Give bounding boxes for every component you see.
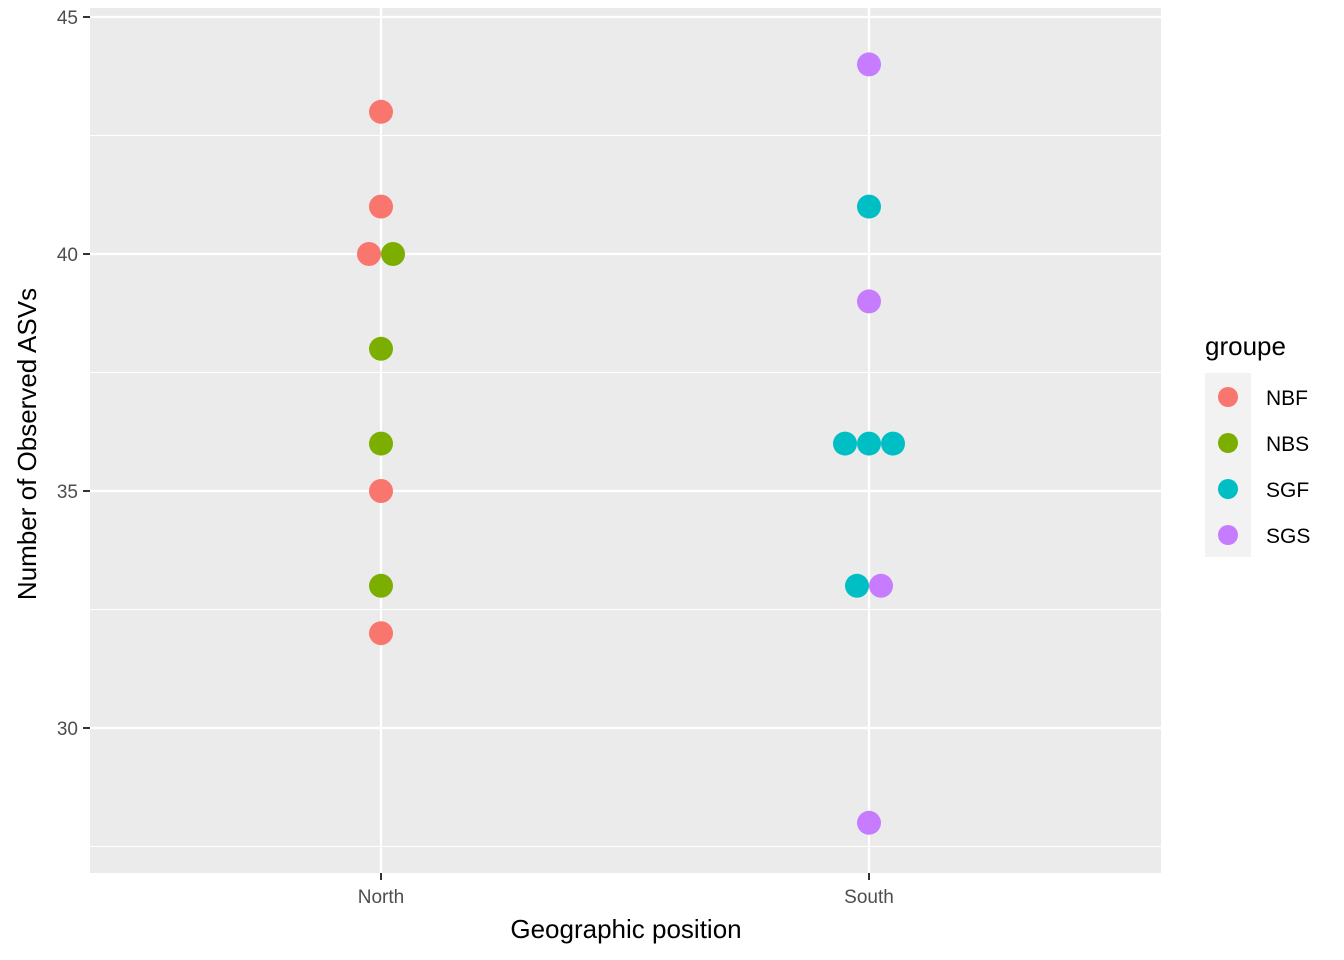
data-point-nbs [369,431,393,456]
axis-ticks [83,16,870,880]
data-point-sgs [857,52,881,77]
x-tick-label: South [844,887,894,908]
data-point-sgs [857,810,881,835]
legend-key-nbf [1218,387,1238,407]
legend-label-nbs: NBS [1266,433,1309,456]
legend-key-sgf [1218,479,1238,499]
data-point-sgf [845,573,869,598]
legend-label-sgs: SGS [1266,525,1310,548]
data-point-sgs [857,289,881,314]
plot-panel [90,8,1161,873]
data-points [357,52,905,835]
x-axis-title: Geographic position [510,914,741,944]
y-axis-title: Number of Observed ASVs [12,288,42,600]
data-point-sgf [857,194,881,219]
grid-minor [90,134,1161,848]
data-point-nbf [369,621,393,646]
legend-key-sgs [1218,525,1238,545]
y-tick-label: 30 [57,719,78,740]
legend: groupe NBF NBS SGF SGS [1205,331,1310,557]
data-point-sgf [833,431,857,456]
y-tick-label: 45 [57,8,78,29]
legend-title: groupe [1205,331,1286,361]
data-point-nbs [381,242,405,266]
y-tick-label: 40 [57,245,78,266]
data-point-nbf [369,479,393,503]
data-point-sgf [857,431,881,456]
data-point-nbf [369,194,393,219]
y-tick-label: 35 [57,482,78,503]
legend-label-sgf: SGF [1266,479,1309,502]
legend-items: NBF NBS SGF SGS [1218,387,1310,548]
data-point-nbf [357,242,381,266]
data-point-nbf [369,99,393,124]
legend-label-nbf: NBF [1266,387,1308,410]
x-tick-label: North [358,887,404,908]
x-tick-labels: North South [358,887,894,908]
y-tick-labels: 30 35 40 45 [57,8,78,740]
legend-key-nbs [1218,433,1238,453]
data-point-sgf [881,431,905,456]
data-point-nbs [369,336,393,361]
data-point-nbs [369,573,393,598]
data-point-sgs [869,573,893,598]
